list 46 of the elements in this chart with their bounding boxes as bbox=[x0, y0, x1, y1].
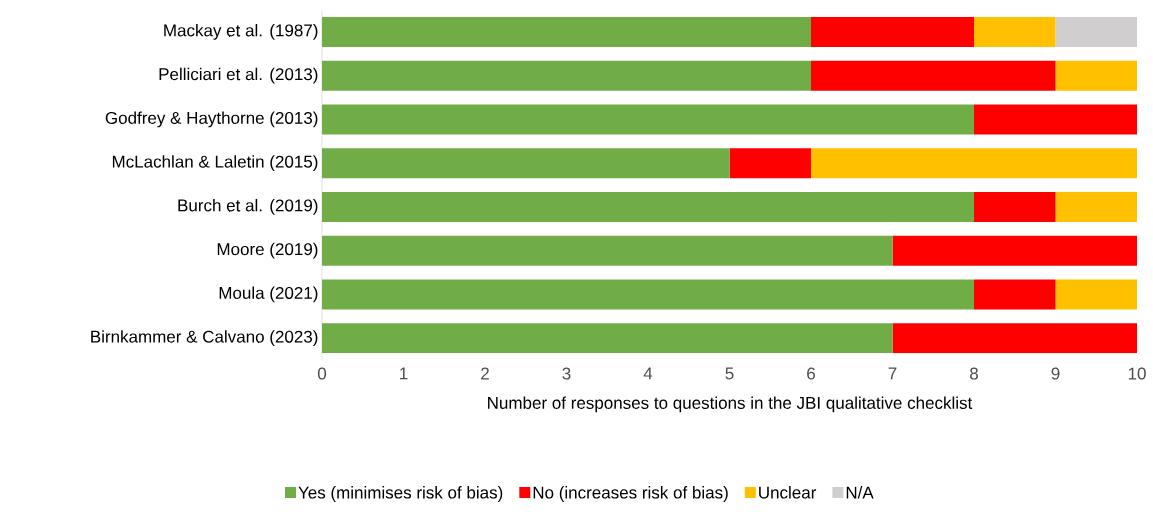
legend-label: Unclear bbox=[759, 486, 817, 499]
y-tick-label: Mackay et al. (1987) bbox=[164, 23, 318, 40]
x-tick-label: 7 bbox=[888, 367, 897, 380]
bar bbox=[322, 191, 975, 222]
bar bbox=[974, 279, 1056, 310]
x-axis-title: Number of responses to questions in the JBI qualitative checklist bbox=[488, 396, 973, 413]
bar bbox=[322, 16, 812, 47]
bar bbox=[811, 16, 975, 47]
bar bbox=[1055, 16, 1138, 47]
legend-label: No (increases risk of bias) bbox=[533, 486, 728, 502]
x-tick-label: 1 bbox=[400, 367, 408, 380]
y-tick-label: Burch et al. (2019) bbox=[178, 198, 318, 215]
legend-label: N/A bbox=[846, 486, 874, 499]
x-tick-label: 6 bbox=[807, 367, 815, 380]
bar bbox=[811, 148, 1138, 179]
bar bbox=[1055, 60, 1138, 91]
bar bbox=[322, 279, 975, 310]
bar bbox=[322, 323, 893, 354]
x-tick-label: 9 bbox=[1051, 367, 1060, 380]
y-tick-label: Moula (2021) bbox=[219, 286, 318, 303]
bar bbox=[322, 60, 812, 91]
bar bbox=[892, 323, 1138, 354]
x-tick-label: 3 bbox=[562, 367, 571, 380]
x-tick-label: 5 bbox=[725, 367, 734, 380]
bar bbox=[974, 104, 1138, 135]
x-tick-label: 4 bbox=[643, 367, 653, 380]
bar bbox=[1055, 191, 1138, 222]
bar bbox=[729, 148, 812, 179]
y-tick-label: Godfrey & Haythorne (2013) bbox=[105, 111, 318, 128]
bar bbox=[811, 60, 1056, 91]
y-tick-label: McLachlan & Laletin (2015) bbox=[112, 155, 318, 172]
bar bbox=[974, 16, 1056, 47]
y-tick-label: Birnkammer & Calvano (2023) bbox=[91, 330, 318, 347]
x-tick-label: 2 bbox=[481, 367, 489, 380]
y-tick-label: Moore (2019) bbox=[217, 242, 318, 259]
bar bbox=[322, 148, 730, 179]
bar bbox=[322, 104, 975, 135]
x-tick-label: 10 bbox=[1128, 367, 1146, 380]
legend-label: Yes (minimises risk of bias) bbox=[298, 486, 503, 502]
x-tick-label: 8 bbox=[970, 367, 978, 380]
y-tick-label: Pelliciari et al. (2013) bbox=[159, 67, 318, 84]
bar bbox=[1055, 279, 1138, 310]
bar bbox=[974, 191, 1056, 222]
x-tick-label: 0 bbox=[317, 367, 327, 380]
bar bbox=[322, 235, 893, 266]
bar bbox=[892, 235, 1138, 266]
